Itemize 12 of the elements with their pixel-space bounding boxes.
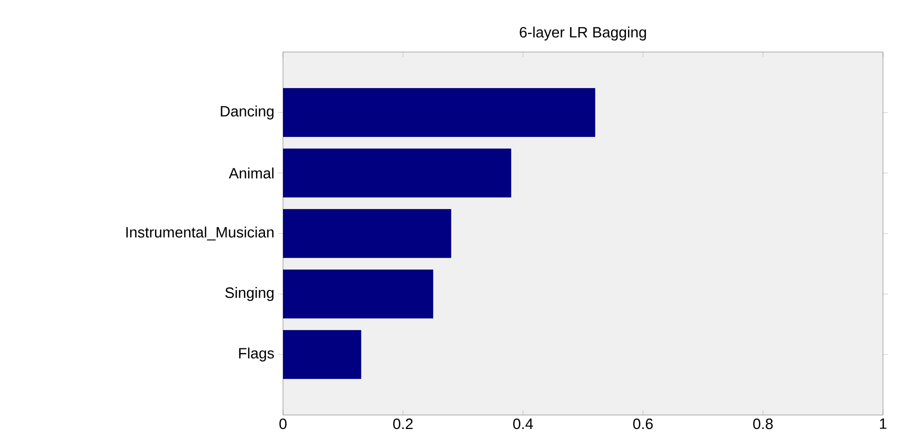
x-tick-label: 0.8 [753, 418, 773, 430]
y-tick-label: Singing [225, 287, 274, 301]
x-tick-label: 0.2 [393, 418, 413, 430]
x-tick-label: 0.4 [513, 418, 533, 430]
x-tick-label: 1 [880, 418, 886, 429]
x-tick-label: 0 [279, 418, 287, 430]
y-tick-label: Animal [228, 168, 274, 178]
y-tick-label: Flags [239, 348, 274, 362]
y-tick-label: Instrumental_Musician [126, 226, 274, 240]
x-tick-label: 0.6 [633, 418, 653, 430]
chart-title: 6-layer LR Bagging [520, 26, 646, 41]
y-tick-label: Dancing [220, 106, 274, 120]
